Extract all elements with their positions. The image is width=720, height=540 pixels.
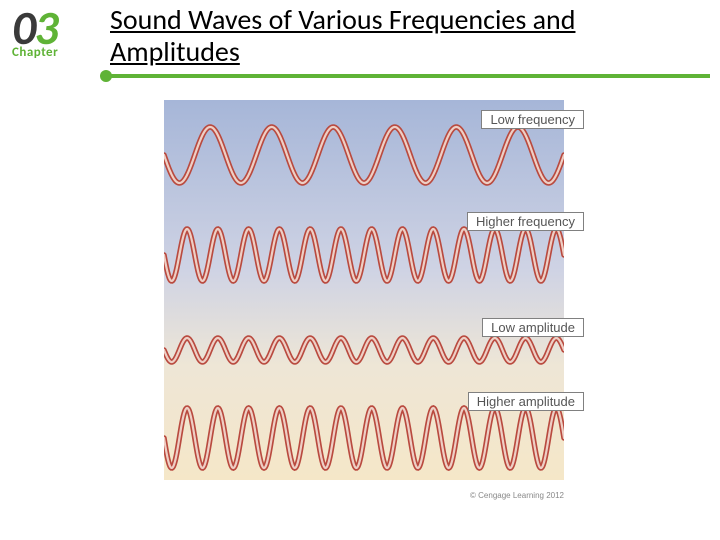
rule-line	[110, 74, 710, 78]
wave-figure: Low frequencyHigher frequencyLow amplitu…	[164, 100, 564, 500]
wave-label-2: Low amplitude	[482, 318, 584, 337]
page-title: Sound Waves of Various Frequencies and A…	[110, 4, 670, 68]
slide: 03 Chapter Sound Waves of Various Freque…	[0, 0, 720, 540]
wave-label-0: Low frequency	[481, 110, 584, 129]
chapter-badge: 03 Chapter	[12, 6, 100, 60]
wave-label-3: Higher amplitude	[468, 392, 584, 411]
wave-label-1: Higher frequency	[467, 212, 584, 231]
copyright-text: © Cengage Learning 2012	[470, 491, 564, 500]
wave-panel-svg	[164, 100, 564, 480]
chapter-number: 03	[12, 6, 100, 49]
title-rule	[100, 70, 710, 82]
chapter-label: Chapter	[12, 45, 100, 60]
